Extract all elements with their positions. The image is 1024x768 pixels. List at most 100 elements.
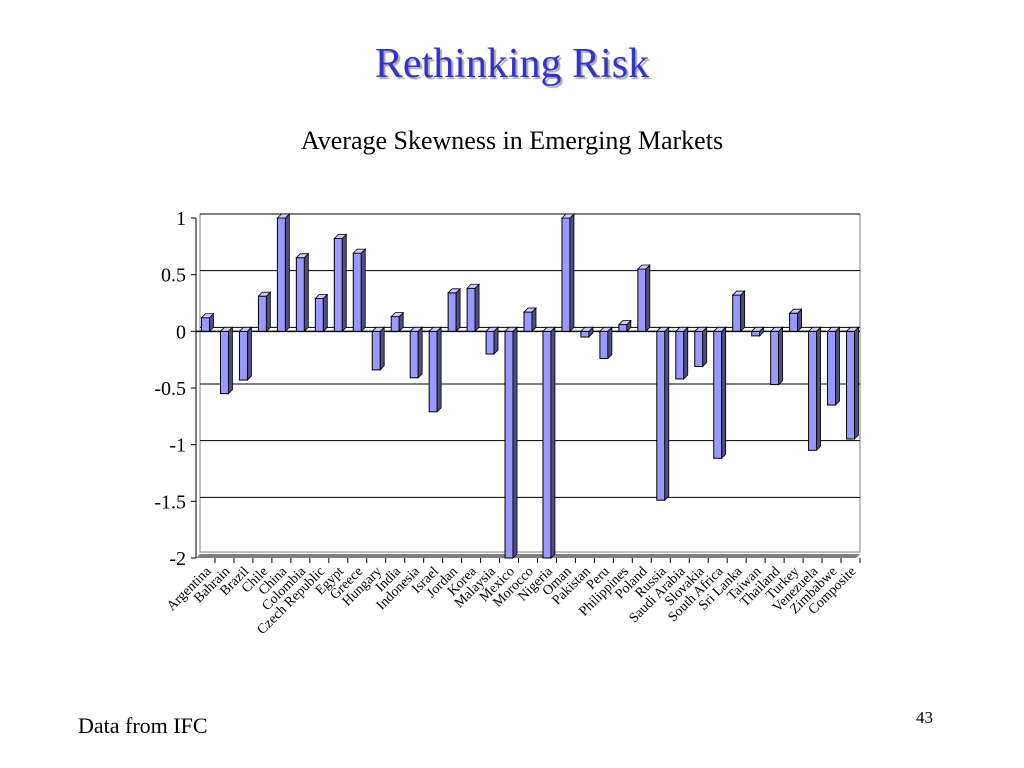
bar-top (276, 213, 291, 219)
bar-top (333, 233, 348, 239)
bar-front (618, 324, 628, 332)
bar-front (428, 330, 438, 413)
bar (409, 326, 424, 379)
bar-front (295, 257, 305, 332)
bar (466, 283, 481, 333)
bar (788, 308, 803, 333)
bar-top (845, 326, 860, 332)
bar-top (257, 291, 272, 297)
y-tick-label: 1 (176, 208, 186, 230)
bar-side (645, 264, 651, 333)
bar (693, 326, 708, 368)
bar-front (333, 237, 343, 332)
bar (655, 326, 670, 502)
bar-side (778, 326, 784, 386)
bar-front (580, 330, 590, 338)
bar-side (360, 248, 366, 333)
bar-front (409, 330, 419, 379)
y-tick-label: -2 (169, 548, 186, 570)
bar (257, 291, 272, 333)
bar-front (485, 330, 495, 355)
bar-front (504, 330, 514, 559)
bar-side (740, 290, 746, 333)
bar-top (390, 312, 405, 318)
page-number: 43 (916, 708, 933, 727)
bar-top (826, 326, 841, 332)
bar (504, 326, 518, 559)
bar-side (683, 326, 689, 380)
bar-side (247, 326, 252, 382)
bar-front (808, 330, 818, 451)
bar-top (447, 288, 462, 294)
bar-side (474, 283, 480, 333)
bar (276, 213, 291, 333)
bar-side (569, 213, 575, 333)
bar-top (485, 326, 500, 332)
bar (200, 312, 215, 333)
y-tick-label: -1.5 (154, 491, 186, 513)
bar (542, 326, 556, 559)
bar-front (276, 217, 286, 332)
y-tick-label: 0.5 (161, 265, 186, 287)
bar-top (219, 326, 234, 332)
bar-top (542, 326, 556, 332)
bar-front (314, 297, 324, 332)
bar-side (664, 326, 670, 502)
chart-title: Average Skewness in Emerging Markets (300, 126, 724, 155)
bar-front (694, 330, 704, 367)
bar (428, 326, 443, 413)
bar-side (303, 252, 309, 333)
bar (598, 326, 613, 360)
bar-top (200, 313, 215, 319)
bar-top (712, 326, 727, 332)
bar-top (523, 307, 537, 313)
bar-front (257, 295, 267, 332)
bar-side (265, 291, 271, 333)
bar-top (769, 326, 784, 332)
bar-front (238, 330, 248, 381)
bar-side (854, 326, 859, 440)
bar (238, 326, 253, 382)
bar-top (504, 326, 518, 332)
bar-front (352, 252, 362, 332)
bar-front (827, 330, 837, 406)
bar (219, 326, 234, 395)
bar (560, 213, 575, 333)
bar-front (637, 268, 647, 332)
y-axis-ticks: 1 0.5 0 -0.5 -1 -1.5 -2 (154, 208, 186, 570)
bar-side (228, 326, 233, 395)
bar-front (675, 330, 685, 380)
bar (447, 287, 462, 333)
y-tick-label: -1 (169, 435, 186, 457)
bar-front (770, 330, 780, 386)
bar-side (550, 326, 556, 559)
bar-front (732, 294, 742, 332)
bar-front (713, 330, 723, 459)
bar-top (655, 326, 670, 332)
bar-side (284, 213, 290, 333)
bar-top (579, 326, 594, 332)
bar (712, 326, 727, 460)
bar (295, 252, 310, 333)
bar-top (636, 264, 651, 270)
bar-top (617, 320, 632, 325)
footer-note: Data from IFC (78, 713, 208, 738)
bar-top (750, 326, 765, 332)
slide-title: Rethinking Risk (374, 41, 650, 87)
bar (390, 311, 405, 333)
bar-top (371, 326, 386, 332)
bar (674, 326, 689, 380)
bar-front (219, 330, 229, 395)
bar-side (341, 233, 347, 333)
bar-front (201, 317, 210, 332)
bar-top (238, 326, 253, 332)
bar-top (560, 213, 575, 219)
bar-side (417, 326, 423, 379)
bar (807, 326, 822, 452)
bar (731, 290, 746, 333)
bar-top (428, 326, 443, 332)
plot-floor (196, 554, 860, 558)
bar-top (788, 308, 803, 314)
bar-side (455, 287, 461, 333)
bar (485, 326, 500, 355)
